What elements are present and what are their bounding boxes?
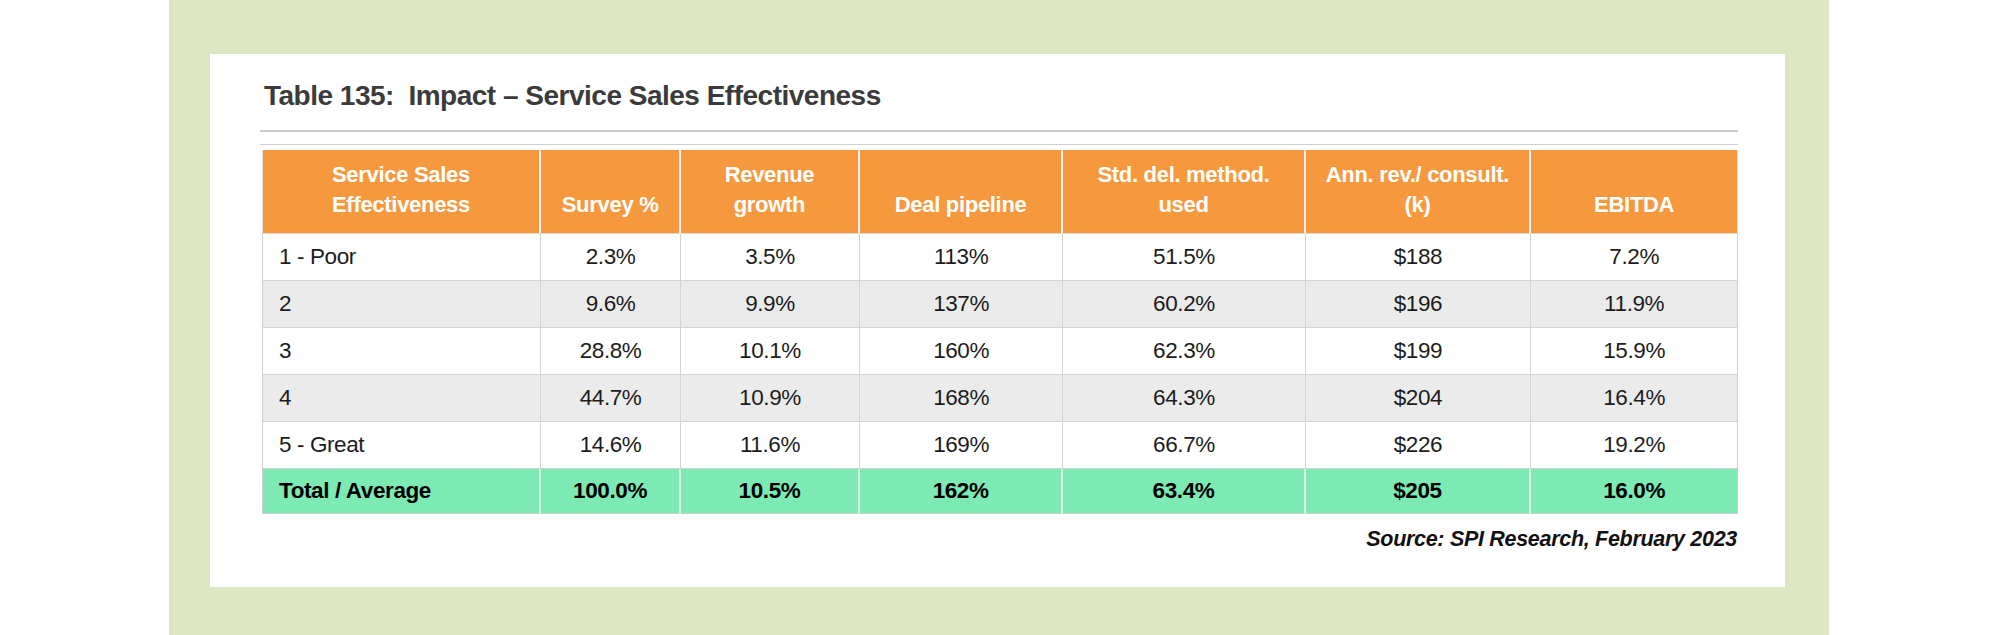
table-cell: 14.6% xyxy=(541,422,681,469)
table-row-5-great: 5 - Great 14.6% 11.6% 169% 66.7% $226 19… xyxy=(262,422,1738,469)
table-cell: 64.3% xyxy=(1063,375,1305,422)
table-cell: 10.5% xyxy=(681,469,860,514)
table-cell: 60.2% xyxy=(1063,281,1305,328)
table-cell: 9.9% xyxy=(681,281,860,328)
table-cell: 66.7% xyxy=(1063,422,1305,469)
row-label: 2 xyxy=(262,281,541,328)
table-cell: 9.6% xyxy=(541,281,681,328)
table-top-rule xyxy=(260,144,1738,145)
table-cell: 16.0% xyxy=(1531,469,1738,514)
table-row-3: 3 28.8% 10.1% 160% 62.3% $199 15.9% xyxy=(262,328,1738,375)
table-cell: 11.9% xyxy=(1531,281,1738,328)
table-cell: 162% xyxy=(860,469,1064,514)
header-row: Service Sales Effectiveness Survey % Rev… xyxy=(262,150,1738,234)
row-label: 3 xyxy=(262,328,541,375)
table-row-4: 4 44.7% 10.9% 168% 64.3% $204 16.4% xyxy=(262,375,1738,422)
content-card: Table 135: Impact – Service Sales Effect… xyxy=(210,54,1785,587)
table-cell: 16.4% xyxy=(1531,375,1738,422)
table-cell: 10.1% xyxy=(681,328,860,375)
row-label: 5 - Great xyxy=(262,422,541,469)
col-header-revenue-growth: Revenue growth xyxy=(681,150,860,234)
table-cell: 62.3% xyxy=(1063,328,1305,375)
total-average-row: Total / Average 100.0% 10.5% 162% 63.4% … xyxy=(262,469,1738,514)
table-title: Table 135: Impact – Service Sales Effect… xyxy=(264,80,881,112)
col-header-service-sales-effectiveness: Service Sales Effectiveness xyxy=(262,150,541,234)
col-header-deal-pipeline: Deal pipeline xyxy=(860,150,1064,234)
table-cell: 100.0% xyxy=(541,469,681,514)
table-cell: 63.4% xyxy=(1063,469,1305,514)
table-cell: 168% xyxy=(860,375,1064,422)
table-cell: 169% xyxy=(860,422,1064,469)
row-label: 1 - Poor xyxy=(262,234,541,281)
table-cell: 113% xyxy=(860,234,1064,281)
table-cell: 28.8% xyxy=(541,328,681,375)
table-row-2: 2 9.6% 9.9% 137% 60.2% $196 11.9% xyxy=(262,281,1738,328)
table-cell: 44.7% xyxy=(541,375,681,422)
table-row-1-poor: 1 - Poor 2.3% 3.5% 113% 51.5% $188 7.2% xyxy=(262,234,1738,281)
source-note: Source: SPI Research, February 2023 xyxy=(1366,527,1737,552)
title-divider xyxy=(260,130,1738,132)
table-cell: 2.3% xyxy=(541,234,681,281)
table-cell: $226 xyxy=(1306,422,1532,469)
table-cell: $188 xyxy=(1306,234,1532,281)
table-cell: $205 xyxy=(1306,469,1532,514)
table-cell: 137% xyxy=(860,281,1064,328)
table-cell: $196 xyxy=(1306,281,1532,328)
col-header-ann-rev-consult: Ann. rev./ consult. (k) xyxy=(1306,150,1532,234)
table-cell: 7.2% xyxy=(1531,234,1738,281)
table-cell: 19.2% xyxy=(1531,422,1738,469)
table-cell: $204 xyxy=(1306,375,1532,422)
col-header-std-del-method-used: Std. del. method. used xyxy=(1063,150,1305,234)
table-cell: $199 xyxy=(1306,328,1532,375)
row-label: Total / Average xyxy=(262,469,541,514)
table-cell: 51.5% xyxy=(1063,234,1305,281)
table-cell: 15.9% xyxy=(1531,328,1738,375)
col-header-survey-pct: Survey % xyxy=(541,150,681,234)
table-cell: 3.5% xyxy=(681,234,860,281)
data-table: Service Sales Effectiveness Survey % Rev… xyxy=(262,150,1738,514)
table-cell: 11.6% xyxy=(681,422,860,469)
col-header-ebitda: EBITDA xyxy=(1531,150,1738,234)
table-cell: 10.9% xyxy=(681,375,860,422)
table-cell: 160% xyxy=(860,328,1064,375)
row-label: 4 xyxy=(262,375,541,422)
